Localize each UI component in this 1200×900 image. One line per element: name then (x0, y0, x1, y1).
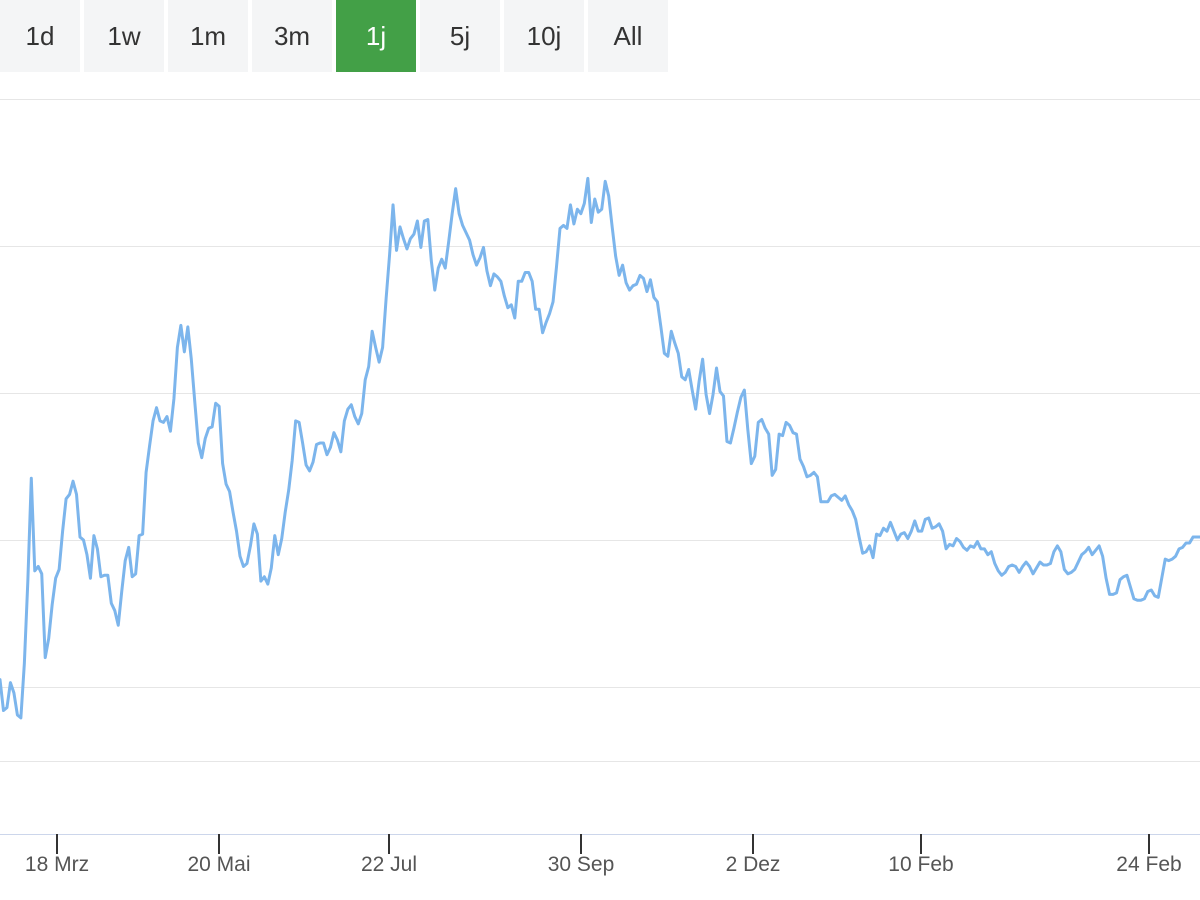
x-tick-label: 18 Mrz (25, 853, 89, 876)
x-tick-label: 22 Jul (361, 853, 417, 876)
x-tick-label: 24 Feb (1116, 853, 1181, 876)
range-button-10j[interactable]: 10j (504, 0, 584, 72)
range-selector: 1d 1w 1m 3m 1j 5j 10j All (0, 0, 668, 72)
x-tick-label: 10 Feb (888, 853, 953, 876)
x-tick-label: 30 Sep (548, 853, 615, 876)
series-line (0, 176, 1200, 720)
x-tick-label: 20 Mai (187, 853, 250, 876)
x-tick-label: 2 Dez (726, 853, 781, 876)
range-button-5j[interactable]: 5j (420, 0, 500, 72)
x-axis: 18 Mrz 20 Mai 22 Jul 30 Sep 2 Dez 10 Feb 24 Fe… (0, 834, 1200, 876)
range-button-1d[interactable]: 1d (0, 0, 80, 72)
range-button-1w[interactable]: 1w (84, 0, 164, 72)
range-button-1m[interactable]: 1m (168, 0, 248, 72)
chart-grid (0, 99, 1200, 762)
range-button-1j[interactable]: 1j (336, 0, 416, 72)
range-button-all[interactable]: All (588, 0, 668, 72)
range-button-3m[interactable]: 3m (252, 0, 332, 72)
price-series (0, 176, 1200, 720)
